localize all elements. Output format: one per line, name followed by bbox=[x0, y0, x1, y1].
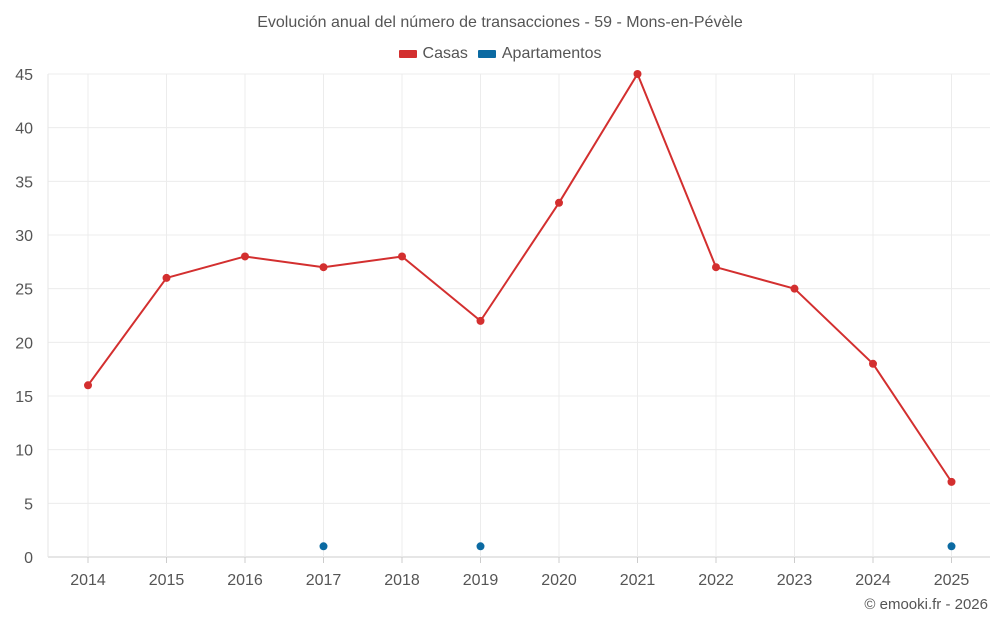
y-tick-label: 0 bbox=[24, 550, 33, 567]
x-tick-label: 2015 bbox=[149, 572, 185, 589]
x-tick-label: 2024 bbox=[855, 572, 891, 589]
legend-label-apartamentos: Apartamentos bbox=[501, 45, 602, 62]
x-tick-label: 2017 bbox=[306, 572, 342, 589]
legend-swatch-casas bbox=[398, 50, 417, 58]
y-tick-label: 20 bbox=[15, 335, 33, 352]
x-axis: 2014 2015 2016 2017 2018 2019 2020 2021 2022 2023… bbox=[70, 557, 969, 589]
x-tick-label: 2021 bbox=[620, 572, 656, 589]
data-point-casas-2025 bbox=[947, 477, 956, 486]
y-tick-label: 5 bbox=[24, 496, 33, 513]
x-tick-label: 2020 bbox=[541, 572, 577, 589]
y-tick-label: 25 bbox=[15, 282, 33, 299]
legend-item-casas[interactable]: Casas bbox=[398, 45, 468, 63]
data-point-apartamentos-2025 bbox=[947, 542, 956, 551]
x-tick-label: 2025 bbox=[934, 572, 970, 589]
x-tick-label: 2023 bbox=[777, 572, 813, 589]
y-tick-label: 35 bbox=[15, 174, 33, 191]
data-point-apartamentos-2017 bbox=[319, 542, 328, 551]
data-point-casas-2024 bbox=[869, 359, 877, 368]
data-point-casas-2022 bbox=[712, 263, 720, 272]
x-tick-label: 2016 bbox=[227, 572, 263, 589]
credit[interactable]: © emooki.fr - 2026 bbox=[864, 596, 988, 613]
y-tick-label: 45 bbox=[15, 67, 33, 84]
y-tick-label: 15 bbox=[15, 389, 33, 406]
y-tick-label: 10 bbox=[15, 443, 33, 460]
x-tick-label: 2014 bbox=[70, 572, 106, 589]
data-point-casas-2014 bbox=[84, 381, 92, 390]
data-point-casas-2016 bbox=[241, 252, 249, 261]
series-line-casas bbox=[87, 73, 953, 483]
legend-swatch-apartamentos bbox=[477, 50, 496, 58]
x-tick-label: 2019 bbox=[463, 572, 499, 589]
data-point-casas-2017 bbox=[319, 263, 328, 272]
data-point-casas-2018 bbox=[398, 252, 406, 261]
data-point-casas-2019 bbox=[476, 316, 485, 325]
data-point-casas-2020 bbox=[555, 198, 563, 207]
y-tick-label: 40 bbox=[15, 121, 33, 138]
legend: Casas Apartamentos bbox=[0, 45, 1000, 63]
plot-area bbox=[84, 70, 956, 551]
x-tick-label: 2018 bbox=[384, 572, 420, 589]
grid bbox=[47, 73, 990, 558]
y-tick-label: 30 bbox=[15, 228, 33, 245]
data-point-casas-2023 bbox=[790, 284, 799, 293]
legend-label-casas: Casas bbox=[422, 45, 468, 62]
data-point-casas-2021 bbox=[633, 70, 642, 78]
legend-item-apartamentos[interactable]: Apartamentos bbox=[477, 45, 602, 63]
data-point-casas-2015 bbox=[162, 273, 171, 282]
chart-title: Evolución anual del número de transaccio… bbox=[257, 14, 743, 31]
x-tick-label: 2022 bbox=[698, 572, 734, 589]
y-axis: 0 5 10 15 20 25 30 35 40 45 bbox=[15, 67, 33, 567]
data-point-apartamentos-2019 bbox=[476, 542, 485, 551]
